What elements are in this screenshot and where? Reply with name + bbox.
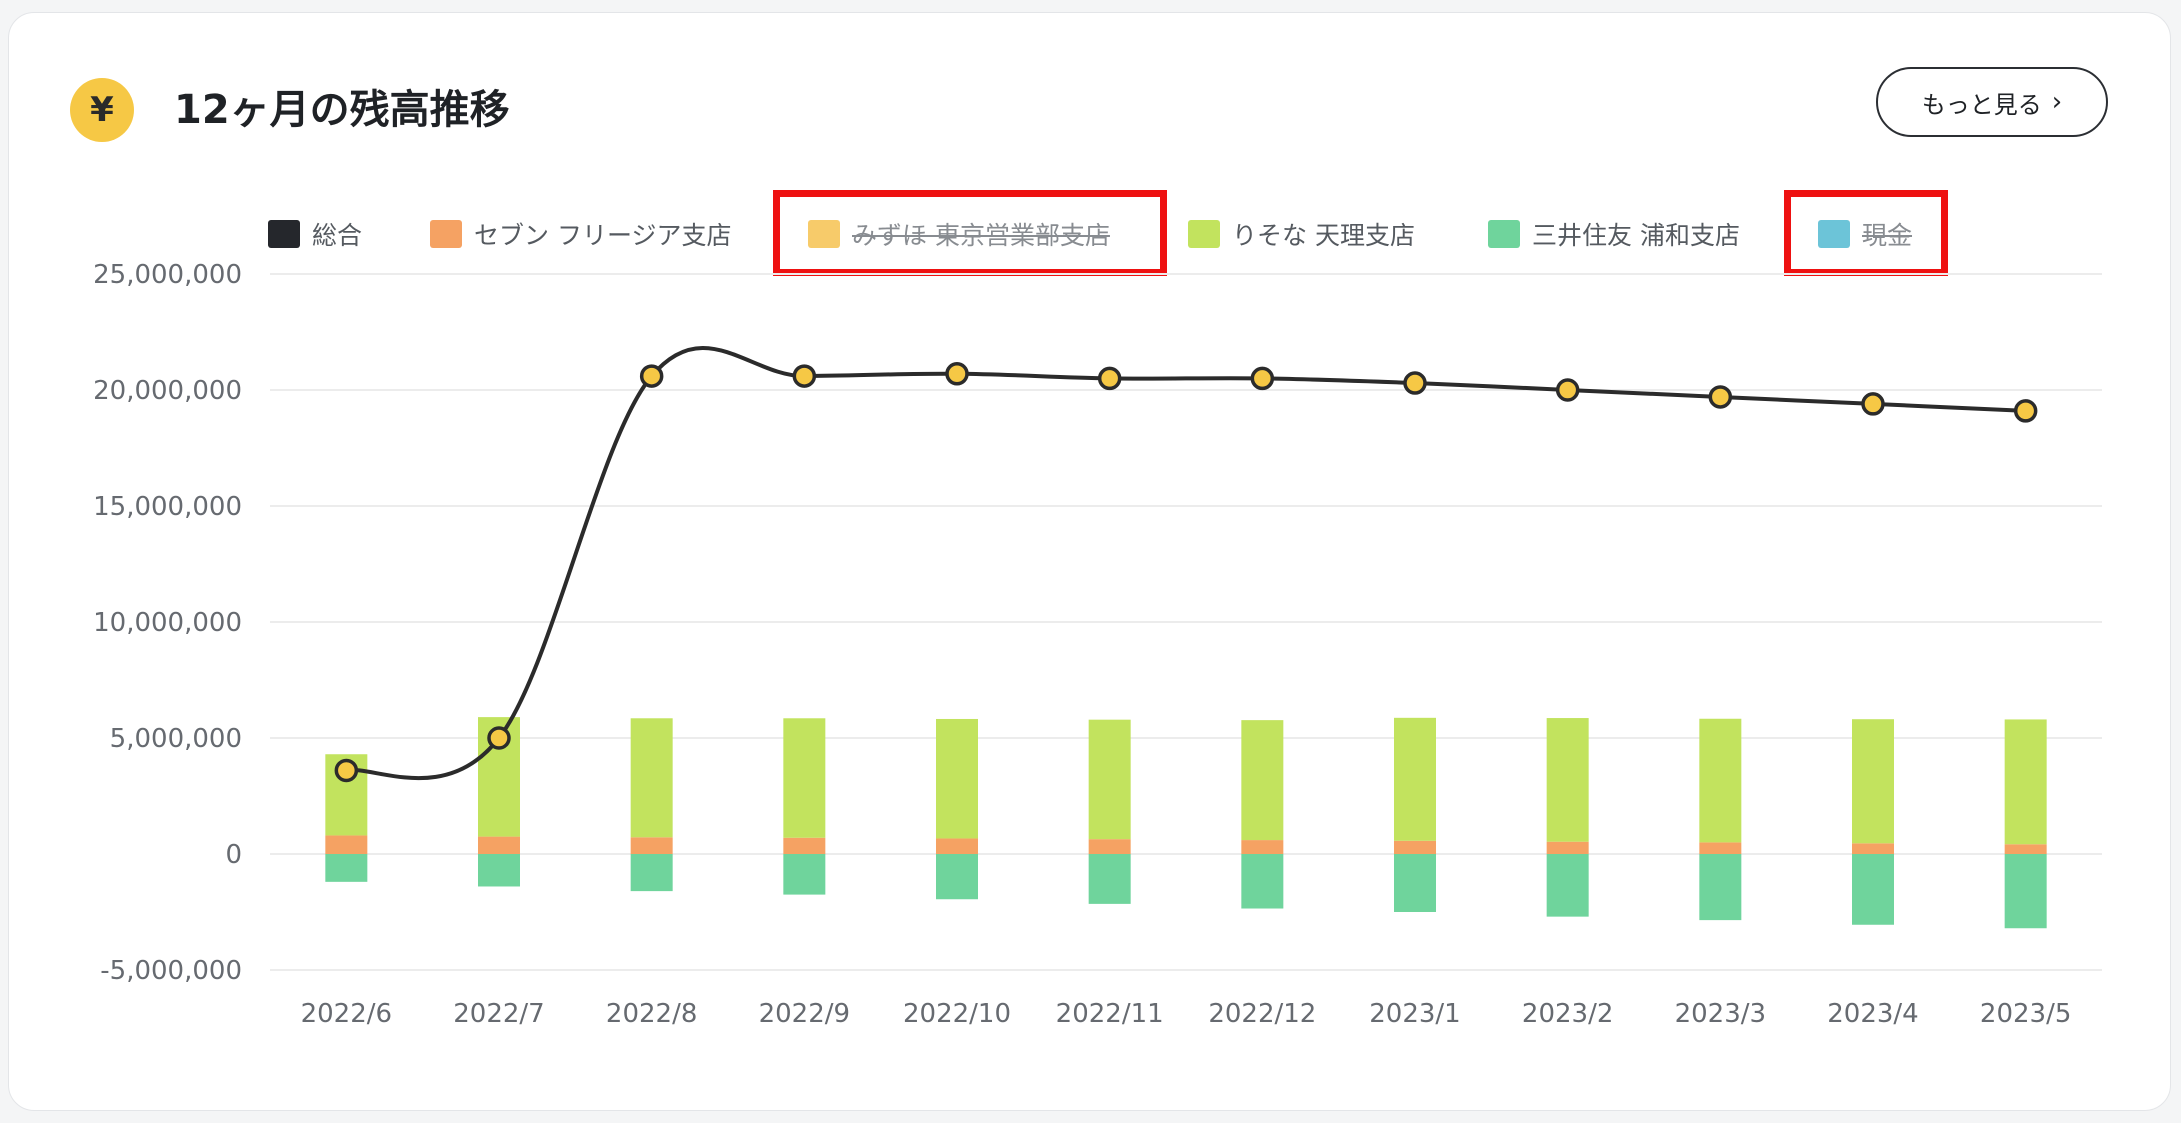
bar-segment xyxy=(1241,720,1284,841)
bar-segment xyxy=(1088,854,1131,904)
bar-segment xyxy=(1394,854,1436,912)
chevron-right-icon: › xyxy=(2051,87,2063,117)
x-tick-label: 2022/9 xyxy=(759,999,850,1029)
bar-segment xyxy=(325,835,368,854)
x-tick-label: 2022/6 xyxy=(301,999,392,1029)
y-tick-label: 20,000,000 xyxy=(93,376,242,406)
legend-item-mizuho[interactable]: みずほ 東京営業部支店 xyxy=(808,216,1110,252)
total-point xyxy=(334,758,359,783)
bar-segment xyxy=(478,836,520,854)
x-tick-label: 2022/7 xyxy=(453,999,544,1029)
total-point xyxy=(792,364,817,388)
bar-segment xyxy=(2004,854,2047,929)
x-tick-label: 2023/4 xyxy=(1827,999,1918,1029)
total-point xyxy=(639,364,664,388)
y-tick-label: 0 xyxy=(225,840,242,870)
total-point xyxy=(1555,378,1580,402)
legend-label: りそな 天理支店 xyxy=(1232,221,1415,250)
bar-segment xyxy=(1394,840,1436,854)
total-point xyxy=(945,362,969,386)
total-point xyxy=(487,726,511,750)
page-title: 12ヶ月の残高推移 xyxy=(174,87,510,133)
bar-segment xyxy=(1241,840,1284,854)
bar-segment xyxy=(1699,718,1742,843)
total-point xyxy=(1250,366,1275,391)
legend-swatch xyxy=(1488,220,1520,248)
x-tick-label: 2022/10 xyxy=(903,999,1011,1029)
bar-segment xyxy=(783,854,826,895)
legend-label: セブン フリージア支店 xyxy=(474,221,732,250)
legend-item-smbc[interactable]: 三井住友 浦和支店 xyxy=(1488,216,1740,252)
yen-icon: ¥ xyxy=(70,78,134,142)
total-point xyxy=(1403,371,1427,395)
x-tick-label: 2023/3 xyxy=(1675,999,1766,1029)
bar-segment xyxy=(936,838,978,854)
bar-segment xyxy=(783,837,826,854)
legend-swatch xyxy=(808,220,840,248)
total-point xyxy=(1861,392,1885,416)
total-point xyxy=(2013,399,2038,423)
bar-segment xyxy=(1699,854,1742,921)
total-point xyxy=(1708,385,1733,409)
bar-segment xyxy=(1852,843,1894,854)
legend-item-resona[interactable]: りそな 天理支店 xyxy=(1188,216,1415,252)
more-button-label: もっと見る xyxy=(1921,90,2042,119)
bar-segment xyxy=(478,854,520,887)
bar-segment xyxy=(783,718,826,838)
y-tick-label: 5,000,000 xyxy=(110,724,242,754)
legend-item-total[interactable]: 総合 xyxy=(268,216,362,252)
bar-segment xyxy=(2004,844,2047,854)
bar-segment xyxy=(1088,719,1131,840)
bar-segment xyxy=(630,718,673,838)
legend-swatch xyxy=(1818,220,1850,248)
legend-label: 総合 xyxy=(312,221,363,250)
bar-segment xyxy=(936,854,978,900)
x-tick-label: 2023/5 xyxy=(1980,999,2071,1029)
x-tick-label: 2023/1 xyxy=(1369,999,1460,1029)
legend-item-seven[interactable]: セブン フリージア支店 xyxy=(430,216,731,252)
y-tick-label: 10,000,000 xyxy=(93,608,242,638)
total-point xyxy=(1097,366,1122,391)
bar-segment xyxy=(1546,854,1589,917)
legend-label: 現金 xyxy=(1862,221,1913,250)
bar-segment xyxy=(630,837,673,854)
bar-segment xyxy=(1852,719,1894,844)
bar-segment xyxy=(2004,719,2047,845)
bar-segment xyxy=(325,854,368,882)
bar-segment xyxy=(1699,842,1742,854)
more-button[interactable]: もっと見る › xyxy=(1876,67,2108,137)
bar-segment xyxy=(630,854,673,892)
x-tick-label: 2022/8 xyxy=(606,999,697,1029)
x-tick-label: 2023/2 xyxy=(1522,999,1613,1029)
x-tick-label: 2022/12 xyxy=(1208,999,1316,1029)
legend-item-cash[interactable]: 現金 xyxy=(1818,216,1912,252)
bar-segment xyxy=(1241,854,1284,909)
bar-segment xyxy=(936,718,978,839)
bar-segment xyxy=(1546,718,1589,842)
total-line xyxy=(345,346,2026,781)
x-tick-label: 2022/11 xyxy=(1056,999,1164,1029)
legend-label: 三井住友 浦和支店 xyxy=(1532,221,1740,250)
legend-swatch xyxy=(268,220,300,248)
bar-segment xyxy=(1394,717,1436,841)
y-tick-label: -5,000,000 xyxy=(100,956,242,986)
legend-swatch xyxy=(430,220,462,248)
legend-label: みずほ 東京営業部支店 xyxy=(852,221,1110,250)
bar-segment xyxy=(1852,854,1894,925)
bar-segment xyxy=(1088,839,1131,854)
bar-segment xyxy=(1546,841,1589,854)
legend-swatch xyxy=(1188,220,1220,248)
y-tick-label: 15,000,000 xyxy=(93,492,242,522)
y-tick-label: 25,000,000 xyxy=(93,260,242,290)
